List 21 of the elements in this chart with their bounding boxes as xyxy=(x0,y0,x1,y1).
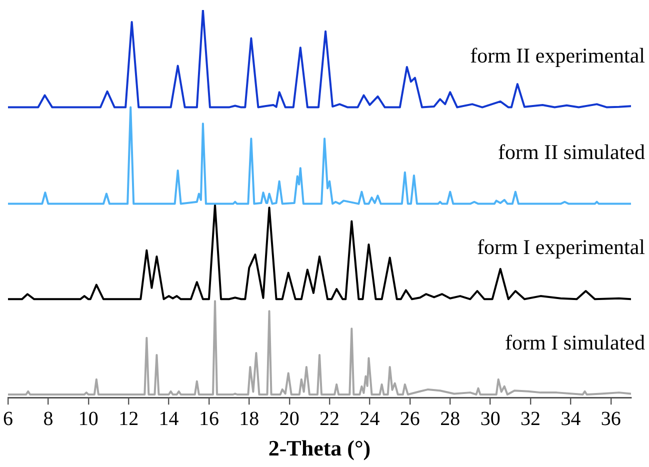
x-tick-label: 26 xyxy=(400,408,420,430)
series-label: form I experimental xyxy=(477,235,646,260)
x-tick-label: 28 xyxy=(440,408,460,430)
x-tick-label: 34 xyxy=(560,408,581,430)
series-label: form I simulated xyxy=(505,330,646,355)
x-tick-label: 6 xyxy=(3,408,13,430)
x-tick-label: 30 xyxy=(480,408,500,430)
x-tick-label: 32 xyxy=(520,408,541,430)
x-tick-label: 20 xyxy=(279,408,300,430)
x-tick-label: 18 xyxy=(239,408,260,430)
x-axis-title: 2-Theta (°) xyxy=(268,435,371,460)
series-label: form II experimental xyxy=(470,43,646,68)
x-tick-label: 36 xyxy=(600,408,621,430)
x-tick-label: 24 xyxy=(360,408,380,430)
x-tick-label: 22 xyxy=(320,408,340,430)
x-tick-label: 12 xyxy=(118,408,139,430)
x-tick-label: 16 xyxy=(198,408,219,430)
x-tick-label: 10 xyxy=(78,408,98,430)
x-tick-label: 14 xyxy=(158,408,179,430)
x-tick-label: 8 xyxy=(43,408,54,430)
series-label: form II simulated xyxy=(498,140,646,164)
